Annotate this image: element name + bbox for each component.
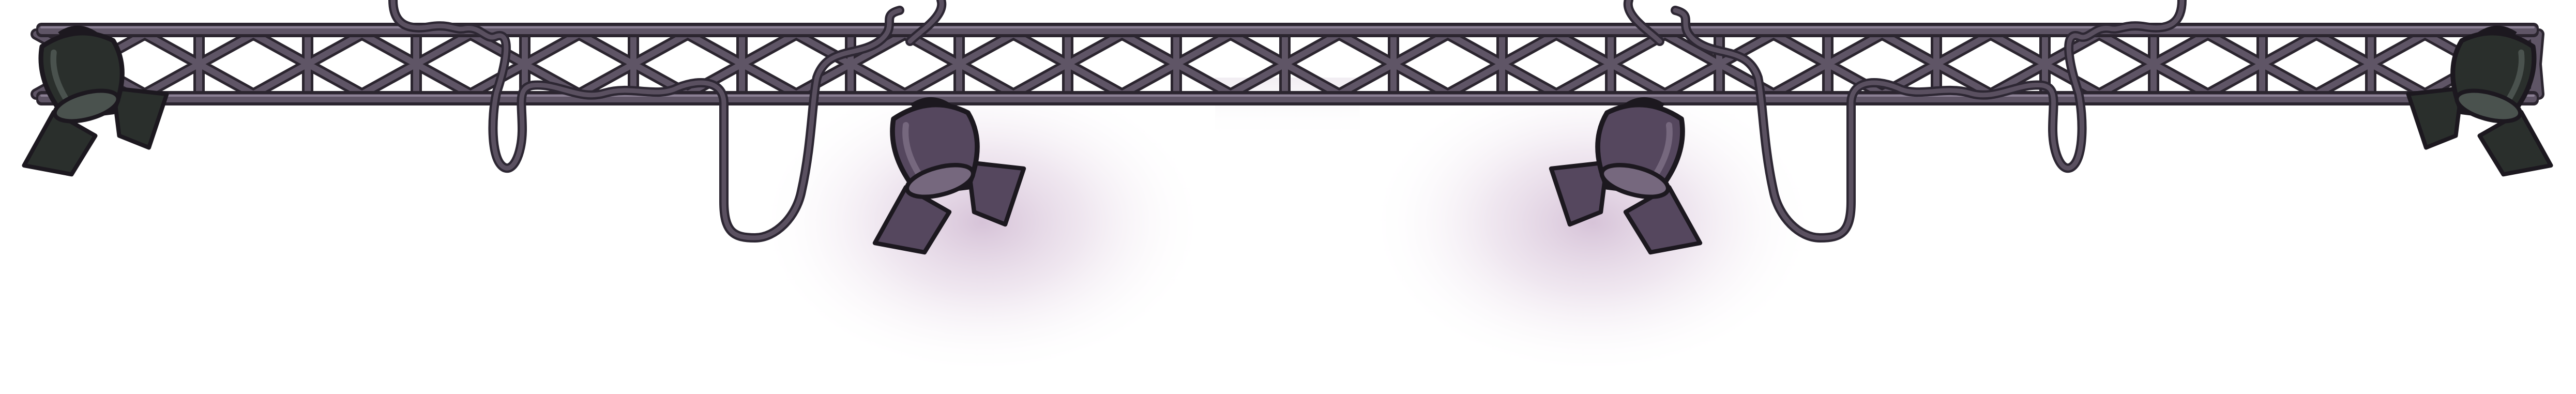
right-end-spotlight-highlight bbox=[2503, 49, 2525, 106]
left-end-spotlight-lens bbox=[52, 88, 120, 124]
center-right-spotlight-flap-bottom bbox=[1623, 185, 1703, 255]
glow-left bbox=[755, 67, 1210, 377]
truss-bottom-rail-highlight bbox=[40, 95, 2535, 97]
center-right-spotlight bbox=[1549, 97, 1703, 255]
left-end-spotlight-highlight bbox=[50, 49, 72, 106]
right-end-spotlight bbox=[2406, 25, 2553, 177]
right-end-spotlight-lens bbox=[2454, 88, 2523, 124]
center-left-spotlight-flap-side bbox=[965, 160, 1026, 227]
center-right-spotlight-flap-side bbox=[1549, 160, 1610, 227]
center-right-spotlight-highlight bbox=[1650, 122, 1673, 181]
light-glows bbox=[755, 67, 1820, 377]
center-left-spotlight-highlight bbox=[902, 122, 925, 181]
truss-bar bbox=[31, 23, 2544, 105]
cables bbox=[388, 0, 2187, 243]
right-end-spotlight-flap-side bbox=[2406, 86, 2464, 150]
center-left-spotlight-flap-bottom bbox=[872, 185, 952, 255]
truss-top-rail-highlight bbox=[40, 26, 2535, 28]
right-end-spotlight-flap-bottom bbox=[2477, 110, 2553, 177]
cable-1 bbox=[907, 0, 944, 44]
cable-3 bbox=[1673, 0, 2185, 240]
left-end-spotlight bbox=[22, 25, 169, 177]
center-left-spotlight-lens bbox=[904, 163, 976, 199]
cable-0 bbox=[390, 0, 902, 240]
left-end-spotlight-flap-side bbox=[111, 86, 169, 150]
spotlights bbox=[22, 25, 2553, 255]
glow-right bbox=[1365, 67, 1820, 377]
left-end-spotlight-flap-bottom bbox=[22, 110, 98, 177]
center-right-spotlight-lens bbox=[1599, 163, 1671, 199]
cable-2 bbox=[1626, 0, 1662, 44]
center-left-spotlight bbox=[872, 97, 1026, 255]
